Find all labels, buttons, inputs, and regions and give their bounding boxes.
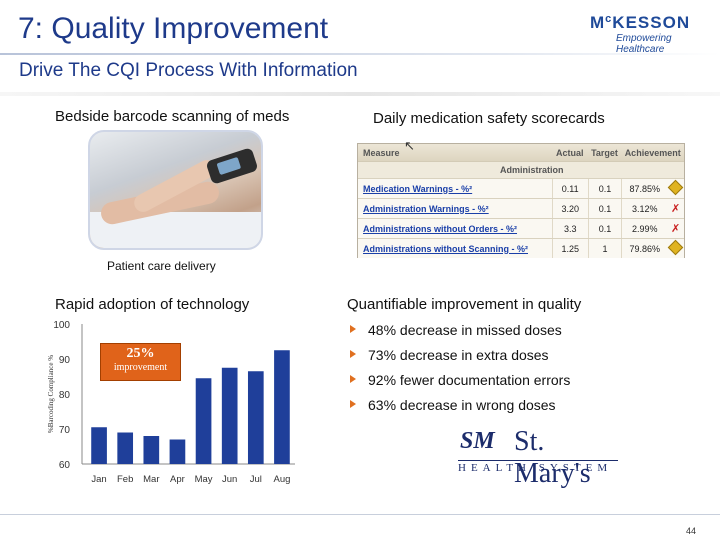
quality-bullet-list: 48% decrease in missed doses 73% decreas… (348, 322, 570, 422)
scorecard-row: Administrations without Orders - %² 3.3 0.… (358, 218, 684, 238)
achievement-value: 2.99% (621, 219, 667, 238)
chart-bar (117, 432, 134, 464)
scorecard-heading: Daily medication safety scorecards (373, 110, 605, 127)
st-marys-rule (458, 460, 618, 461)
warning-diamond-icon (667, 239, 684, 256)
st-marys-subline: HEALTH SYSTEM (458, 462, 613, 474)
target-value: 0.1 (587, 219, 622, 238)
st-marys-name: St. Mary's (514, 426, 591, 489)
bullet-item: 48% decrease in missed doses (348, 322, 570, 347)
x-tick-label: Jan (91, 474, 106, 485)
y-tick-label: 80 (59, 390, 71, 401)
photo-caption: Patient care delivery (107, 259, 216, 273)
scorecard-row: Administrations without Scanning - %² 1.2… (358, 238, 684, 258)
actual-value: 3.20 (551, 199, 588, 218)
barcode-scanning-photo (88, 130, 263, 250)
measure-link[interactable]: Administration Warnings - %² (363, 203, 489, 214)
chart-bar (247, 371, 264, 464)
fail-x-icon: ✗ (670, 223, 681, 235)
improvement-callout: 25% improvement (100, 343, 181, 381)
x-tick-label: Jun (222, 474, 237, 485)
x-tick-label: Feb (117, 474, 133, 485)
x-tick-label: May (195, 474, 213, 485)
achievement-value: 3.12% (621, 199, 667, 218)
chart-bar (91, 427, 107, 464)
y-tick-label: 100 (53, 320, 70, 331)
bullet-arrow-icon (350, 400, 356, 408)
scorecard-section-label: Administration (358, 161, 684, 178)
slide-title: 7: Quality Improvement (18, 12, 329, 45)
actual-value: 1.25 (551, 239, 588, 258)
actual-value: 3.3 (551, 219, 588, 238)
callout-value: 25% (126, 346, 155, 361)
st-marys-logo: SM St. Mary's HEALTH SYSTEM (456, 426, 621, 489)
x-tick-label: Apr (170, 474, 185, 485)
col-measure: Measure (363, 147, 400, 158)
bullet-item: 73% decrease in extra doses (348, 347, 570, 372)
barcode-heading: Bedside barcode scanning of meds (55, 108, 290, 125)
logo-tagline: Empowering Healthcare (616, 33, 672, 55)
warning-diamond-icon (667, 179, 684, 196)
col-target: Target (591, 147, 618, 158)
col-achievement: Achievement (624, 147, 681, 158)
bullet-arrow-icon (350, 350, 356, 358)
y-axis-label: %Barcoding Compliance % (47, 355, 55, 433)
chart-bar (169, 439, 186, 464)
compliance-bar-chart: 60 70 80 90 100 Jan Feb Mar Apr May Jun Jul Aug %Barc… (47, 320, 295, 485)
subtitle-divider (0, 92, 720, 96)
bullet-item: 92% fewer documentation errors (348, 372, 570, 397)
fail-x-icon: ✗ (670, 203, 681, 215)
measure-link[interactable]: Administrations without Scanning - %² (363, 243, 528, 254)
target-value: 1 (587, 239, 622, 258)
chart-bar (195, 378, 212, 464)
mckesson-logo: McKESSON Empowering Healthcare (590, 13, 700, 55)
achievement-value: 87.85% (621, 179, 667, 198)
col-actual: Actual (555, 147, 584, 158)
bullet-arrow-icon (350, 325, 356, 333)
chart-bar (274, 350, 290, 464)
x-tick-label: Jul (250, 474, 262, 485)
bullet-arrow-icon (350, 375, 356, 383)
y-tick-label: 90 (59, 355, 71, 366)
y-tick-label: 70 (59, 425, 71, 436)
scorecard-header-row: Measure Actual Target Achievement (358, 144, 684, 161)
page-number: 44 (686, 526, 697, 536)
slide-subtitle: Drive The CQI Process With Information (19, 60, 358, 81)
measure-link[interactable]: Medication Warnings - %² (363, 183, 473, 194)
logo-name: McKESSON (590, 13, 691, 32)
actual-value: 0.11 (551, 179, 588, 198)
chart-bar (143, 436, 160, 464)
adoption-heading: Rapid adoption of technology (55, 296, 250, 313)
title-divider (0, 53, 720, 55)
measure-link[interactable]: Administrations without Orders - %² (363, 223, 518, 234)
target-value: 0.1 (587, 199, 622, 218)
st-marys-mark: SM (460, 428, 495, 454)
scorecard-row: Medication Warnings - %² 0.11 0.1 87.85% (358, 178, 684, 198)
footer-divider (0, 514, 720, 515)
y-tick-label: 60 (59, 460, 71, 471)
target-value: 0.1 (587, 179, 622, 198)
callout-label: improvement (113, 362, 168, 373)
chart-bar (221, 367, 238, 464)
scorecard-row: Administration Warnings - %² 3.20 0.1 3.12%… (358, 198, 684, 218)
x-tick-label: Mar (143, 474, 159, 485)
barcode-scanner-icon (205, 147, 259, 185)
quality-heading: Quantifiable improvement in quality (347, 296, 582, 313)
bullet-item: 63% decrease in wrong doses (348, 397, 570, 422)
mouse-cursor-icon: ↖ (404, 138, 415, 153)
x-tick-label: Aug (273, 474, 290, 485)
achievement-value: 79.86% (621, 239, 667, 258)
scorecard-table: Measure Actual Target Achievement Admini… (357, 143, 685, 258)
